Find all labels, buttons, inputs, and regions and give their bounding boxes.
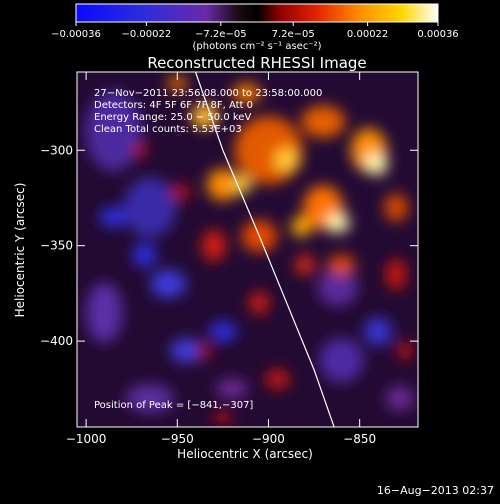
heatmap-blob	[216, 378, 248, 399]
heatmap-blob	[85, 91, 142, 172]
bright-region	[364, 152, 388, 175]
heatmap-blob	[385, 386, 414, 411]
bright-region	[230, 175, 252, 194]
colorbar-ticks: −0.00036 −0.00022 −7.2e−05 7.2e−05 0.00022 0.…	[51, 22, 459, 40]
heatmap-blob	[206, 168, 239, 201]
heatmap-blob	[327, 254, 356, 275]
heatmap-blob	[319, 338, 364, 383]
heatmap-blob	[170, 338, 203, 363]
x-tick-label: −950	[161, 432, 194, 446]
heatmap-blob	[232, 82, 261, 103]
heatmap-blob	[99, 207, 128, 228]
heatmap-blob	[132, 243, 157, 268]
y-tick-label: −300	[40, 143, 73, 157]
plot-frame	[76, 71, 419, 428]
y-axis-label: Heliocentric Y (arcsec)	[13, 183, 27, 318]
heatmap-blob	[167, 75, 188, 92]
heatmap-blob	[86, 282, 123, 343]
x-axis-label: Heliocentric X (arcsec)	[177, 447, 313, 461]
colorbar-units: (photons cm⁻² s⁻¹ asec⁻²)	[192, 41, 321, 52]
colorbar-tick-label: −0.00036	[51, 29, 101, 40]
heatmap-blob	[317, 269, 358, 306]
x-tick-label: −850	[343, 432, 376, 446]
date-stamp: 16−Aug−2013 02:37	[376, 484, 494, 497]
heatmap-blob	[196, 342, 213, 359]
colorbar-tick-label: −0.00022	[122, 29, 172, 40]
annotation-detectors: Detectors: 4F 5F 6F 7F 8F, Att 0	[94, 100, 253, 111]
heatmap-blob	[201, 229, 226, 262]
bright-region	[276, 150, 297, 169]
colorbar-tick-label: 0.00036	[417, 29, 458, 40]
solar-limb-line	[194, 72, 335, 427]
heatmap-blob	[363, 317, 392, 346]
heatmap-blob	[386, 258, 407, 291]
colorbar-tick-label: 7.2e−05	[272, 29, 315, 40]
heatmap-blob	[123, 177, 176, 238]
heatmap-blob	[249, 290, 270, 315]
heatmap-blob	[212, 411, 233, 424]
axis-ticks: −1000 −950 −900 −850 −300 −350 −400	[40, 72, 418, 446]
heatmap-blob	[125, 384, 174, 413]
y-tick-label: −400	[40, 334, 73, 348]
heatmap-blob	[150, 269, 187, 298]
annotation-time: 27−Nov−2011 23:56:08.000 to 23:58:00.000	[94, 88, 322, 99]
heatmap-blob	[265, 369, 290, 390]
heatmap-blob	[291, 216, 312, 237]
heatmap-image	[85, 75, 414, 424]
x-tick-label: −1000	[66, 432, 107, 446]
annotation-counts: Clean Total counts: 5.53E+03	[94, 124, 242, 135]
heatmap-blob	[294, 254, 315, 275]
colorbar-tick-label: 0.00022	[347, 29, 388, 40]
x-tick-label: −900	[252, 432, 285, 446]
heatmap-blob	[397, 340, 414, 361]
annotation-energy: Energy Range: 25.0 − 50.0 keV	[94, 112, 251, 123]
chart-title: Reconstructed RHESSI Image	[147, 54, 366, 72]
heatmap-blob	[170, 184, 191, 201]
bright-region	[326, 212, 349, 233]
colorbar-tick-label: −7.2e−05	[195, 29, 247, 40]
heatmap-blob	[132, 144, 149, 157]
y-tick-label: −350	[40, 239, 73, 253]
heatmap-blob	[384, 193, 409, 222]
heatmap-blob	[301, 105, 346, 138]
colorbar	[75, 3, 439, 23]
annotation-peak: Position of Peak = [−841,−307]	[94, 400, 253, 411]
heatmap-blob	[208, 321, 237, 342]
